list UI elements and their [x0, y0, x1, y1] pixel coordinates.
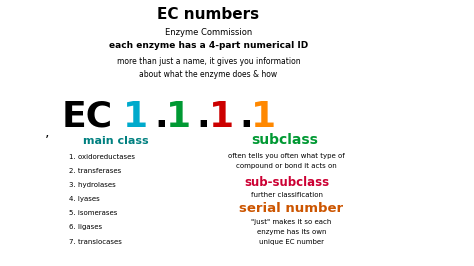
Text: 5. isomerases: 5. isomerases	[69, 210, 117, 216]
Text: .: .	[154, 100, 168, 134]
Text: 3. hydrolases: 3. hydrolases	[69, 182, 116, 188]
Text: 4. lyases: 4. lyases	[69, 196, 100, 202]
Text: 1: 1	[166, 100, 191, 134]
Text: main class: main class	[83, 136, 148, 146]
Text: .: .	[239, 100, 253, 134]
Text: 1: 1	[209, 100, 234, 134]
Text: "just" makes it so each: "just" makes it so each	[251, 219, 332, 225]
Text: often tells you often what type of: often tells you often what type of	[228, 153, 345, 159]
Text: EC numbers: EC numbers	[157, 7, 260, 22]
Text: .: .	[197, 100, 210, 134]
Text: sub-subclass: sub-subclass	[244, 176, 329, 189]
Text: compound or bond it acts on: compound or bond it acts on	[237, 163, 337, 169]
Text: 2. transferases: 2. transferases	[69, 168, 121, 174]
Text: 6. ligases: 6. ligases	[69, 225, 102, 230]
Text: about what the enzyme does & how: about what the enzyme does & how	[139, 70, 278, 80]
Text: subclass: subclass	[251, 133, 318, 147]
Text: serial number: serial number	[239, 202, 344, 215]
Text: 1. oxidoreductases: 1. oxidoreductases	[69, 154, 135, 160]
Text: unique EC number: unique EC number	[259, 239, 324, 245]
Text: ʼ: ʼ	[45, 134, 50, 148]
Text: 1: 1	[123, 100, 148, 134]
Text: further classification: further classification	[251, 192, 323, 198]
Text: each enzyme has a 4-part numerical ID: each enzyme has a 4-part numerical ID	[109, 41, 308, 50]
Text: Enzyme Commission: Enzyme Commission	[165, 28, 252, 37]
Text: 1: 1	[251, 100, 276, 134]
Text: EC: EC	[62, 100, 113, 134]
Text: 7. translocases: 7. translocases	[69, 239, 122, 244]
Text: more than just a name, it gives you information: more than just a name, it gives you info…	[117, 57, 301, 66]
Text: enzyme has its own: enzyme has its own	[257, 229, 326, 235]
